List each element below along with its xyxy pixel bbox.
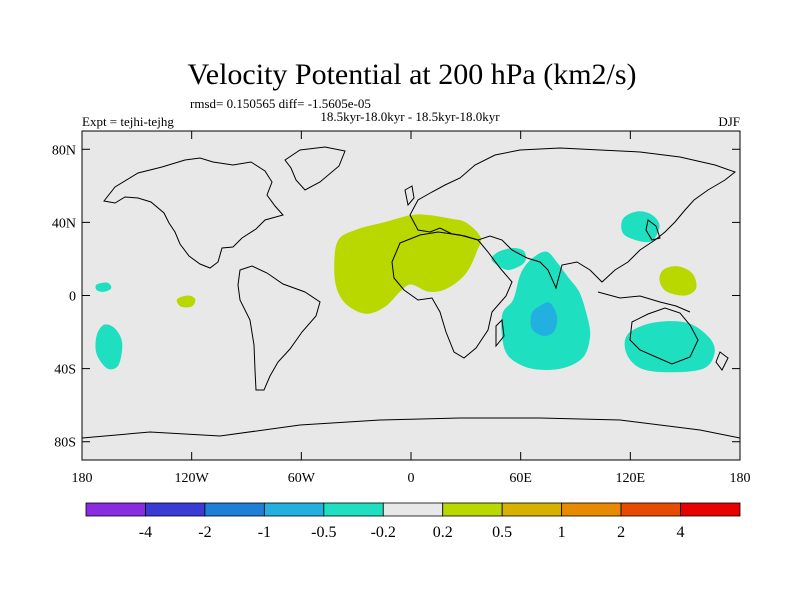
coast-eurasia — [409, 147, 737, 290]
colorbar-swatch — [620, 502, 681, 517]
y-tick-label: 40S — [54, 363, 76, 378]
colorbar-label: 0.5 — [492, 524, 512, 541]
coast-uk — [404, 185, 415, 207]
colorbar-swatch — [501, 502, 563, 517]
x-tick-label: 120W — [175, 471, 210, 486]
coast-madagascar — [495, 318, 505, 348]
colorbar-swatch — [85, 502, 146, 517]
colorbar-label: 1 — [558, 524, 566, 541]
x-tick-label: 0 — [408, 471, 415, 486]
colorbar-swatch — [382, 502, 444, 517]
colorbar-swatch — [263, 502, 325, 517]
anomaly-region-6 — [624, 321, 715, 373]
colorbar-label: 0.2 — [433, 524, 453, 541]
coast-new-zealand — [715, 351, 729, 371]
y-tick-label: 0 — [69, 290, 76, 305]
anomaly-region-4 — [491, 248, 526, 270]
colorbar-swatch — [561, 502, 622, 517]
coast-north-america — [103, 157, 284, 269]
coast-antarctica — [82, 417, 740, 439]
anomaly-regions — [95, 211, 715, 373]
colorbar-label: -4 — [139, 524, 152, 541]
anomaly-region-9 — [95, 282, 112, 292]
colorbar-label: 4 — [677, 524, 685, 541]
colorbar-label: -1 — [258, 524, 271, 541]
longitude-axis: 180 120W 60W 0 60E 120E 180 — [72, 131, 751, 486]
x-tick-label: 60E — [509, 471, 532, 486]
colorbar-label: 2 — [617, 524, 625, 541]
anomaly-region-10 — [176, 295, 196, 308]
stats-line: rmsd= 0.150565 diff= -1.5605e-05 — [190, 96, 371, 111]
coast-maritime-continent — [597, 291, 691, 313]
colorbar-swatch — [680, 502, 741, 517]
colorbar-label: -0.2 — [371, 524, 396, 541]
colorbar-swatch — [145, 502, 206, 517]
chart-title: Velocity Potential at 200 hPa (km2/s) — [187, 58, 636, 91]
coast-south-america — [237, 265, 321, 391]
season-label: DJF — [718, 114, 740, 129]
anomaly-region-1 — [334, 214, 482, 314]
y-tick-label: 80N — [52, 143, 76, 158]
coast-greenland — [284, 146, 346, 191]
colorbar-swatch — [204, 502, 265, 517]
coast-australia — [629, 307, 699, 365]
colorbar-label: -0.5 — [311, 524, 336, 541]
colorbar-label: -2 — [198, 524, 211, 541]
colorbar-swatch — [442, 502, 503, 517]
anomaly-region-5 — [621, 211, 660, 243]
y-tick-label: 80S — [54, 436, 76, 451]
anomaly-region-3 — [530, 302, 558, 336]
latitude-axis: 80N 40N 0 40S 80S — [52, 143, 740, 451]
x-tick-label: 60W — [288, 471, 316, 486]
y-tick-label: 40N — [52, 216, 76, 231]
experiment-label: Expt = tejhi-tejhg — [82, 114, 174, 129]
anomaly-region-7 — [659, 266, 697, 296]
period-line: 18.5kyr-18.0kyr - 18.5kyr-18.0kyr — [320, 109, 500, 124]
colorbar: -4 -2 -1 -0.5 -0.2 0.2 0.5 1 2 4 — [85, 502, 741, 541]
x-tick-label: 120E — [616, 471, 646, 486]
anomaly-region-8 — [95, 324, 123, 370]
coastlines — [82, 146, 740, 439]
colorbar-swatch — [323, 502, 384, 517]
x-tick-label: 180 — [72, 471, 93, 486]
coast-africa — [391, 231, 513, 359]
x-tick-label: 180 — [730, 471, 751, 486]
coast-japan — [645, 219, 661, 241]
